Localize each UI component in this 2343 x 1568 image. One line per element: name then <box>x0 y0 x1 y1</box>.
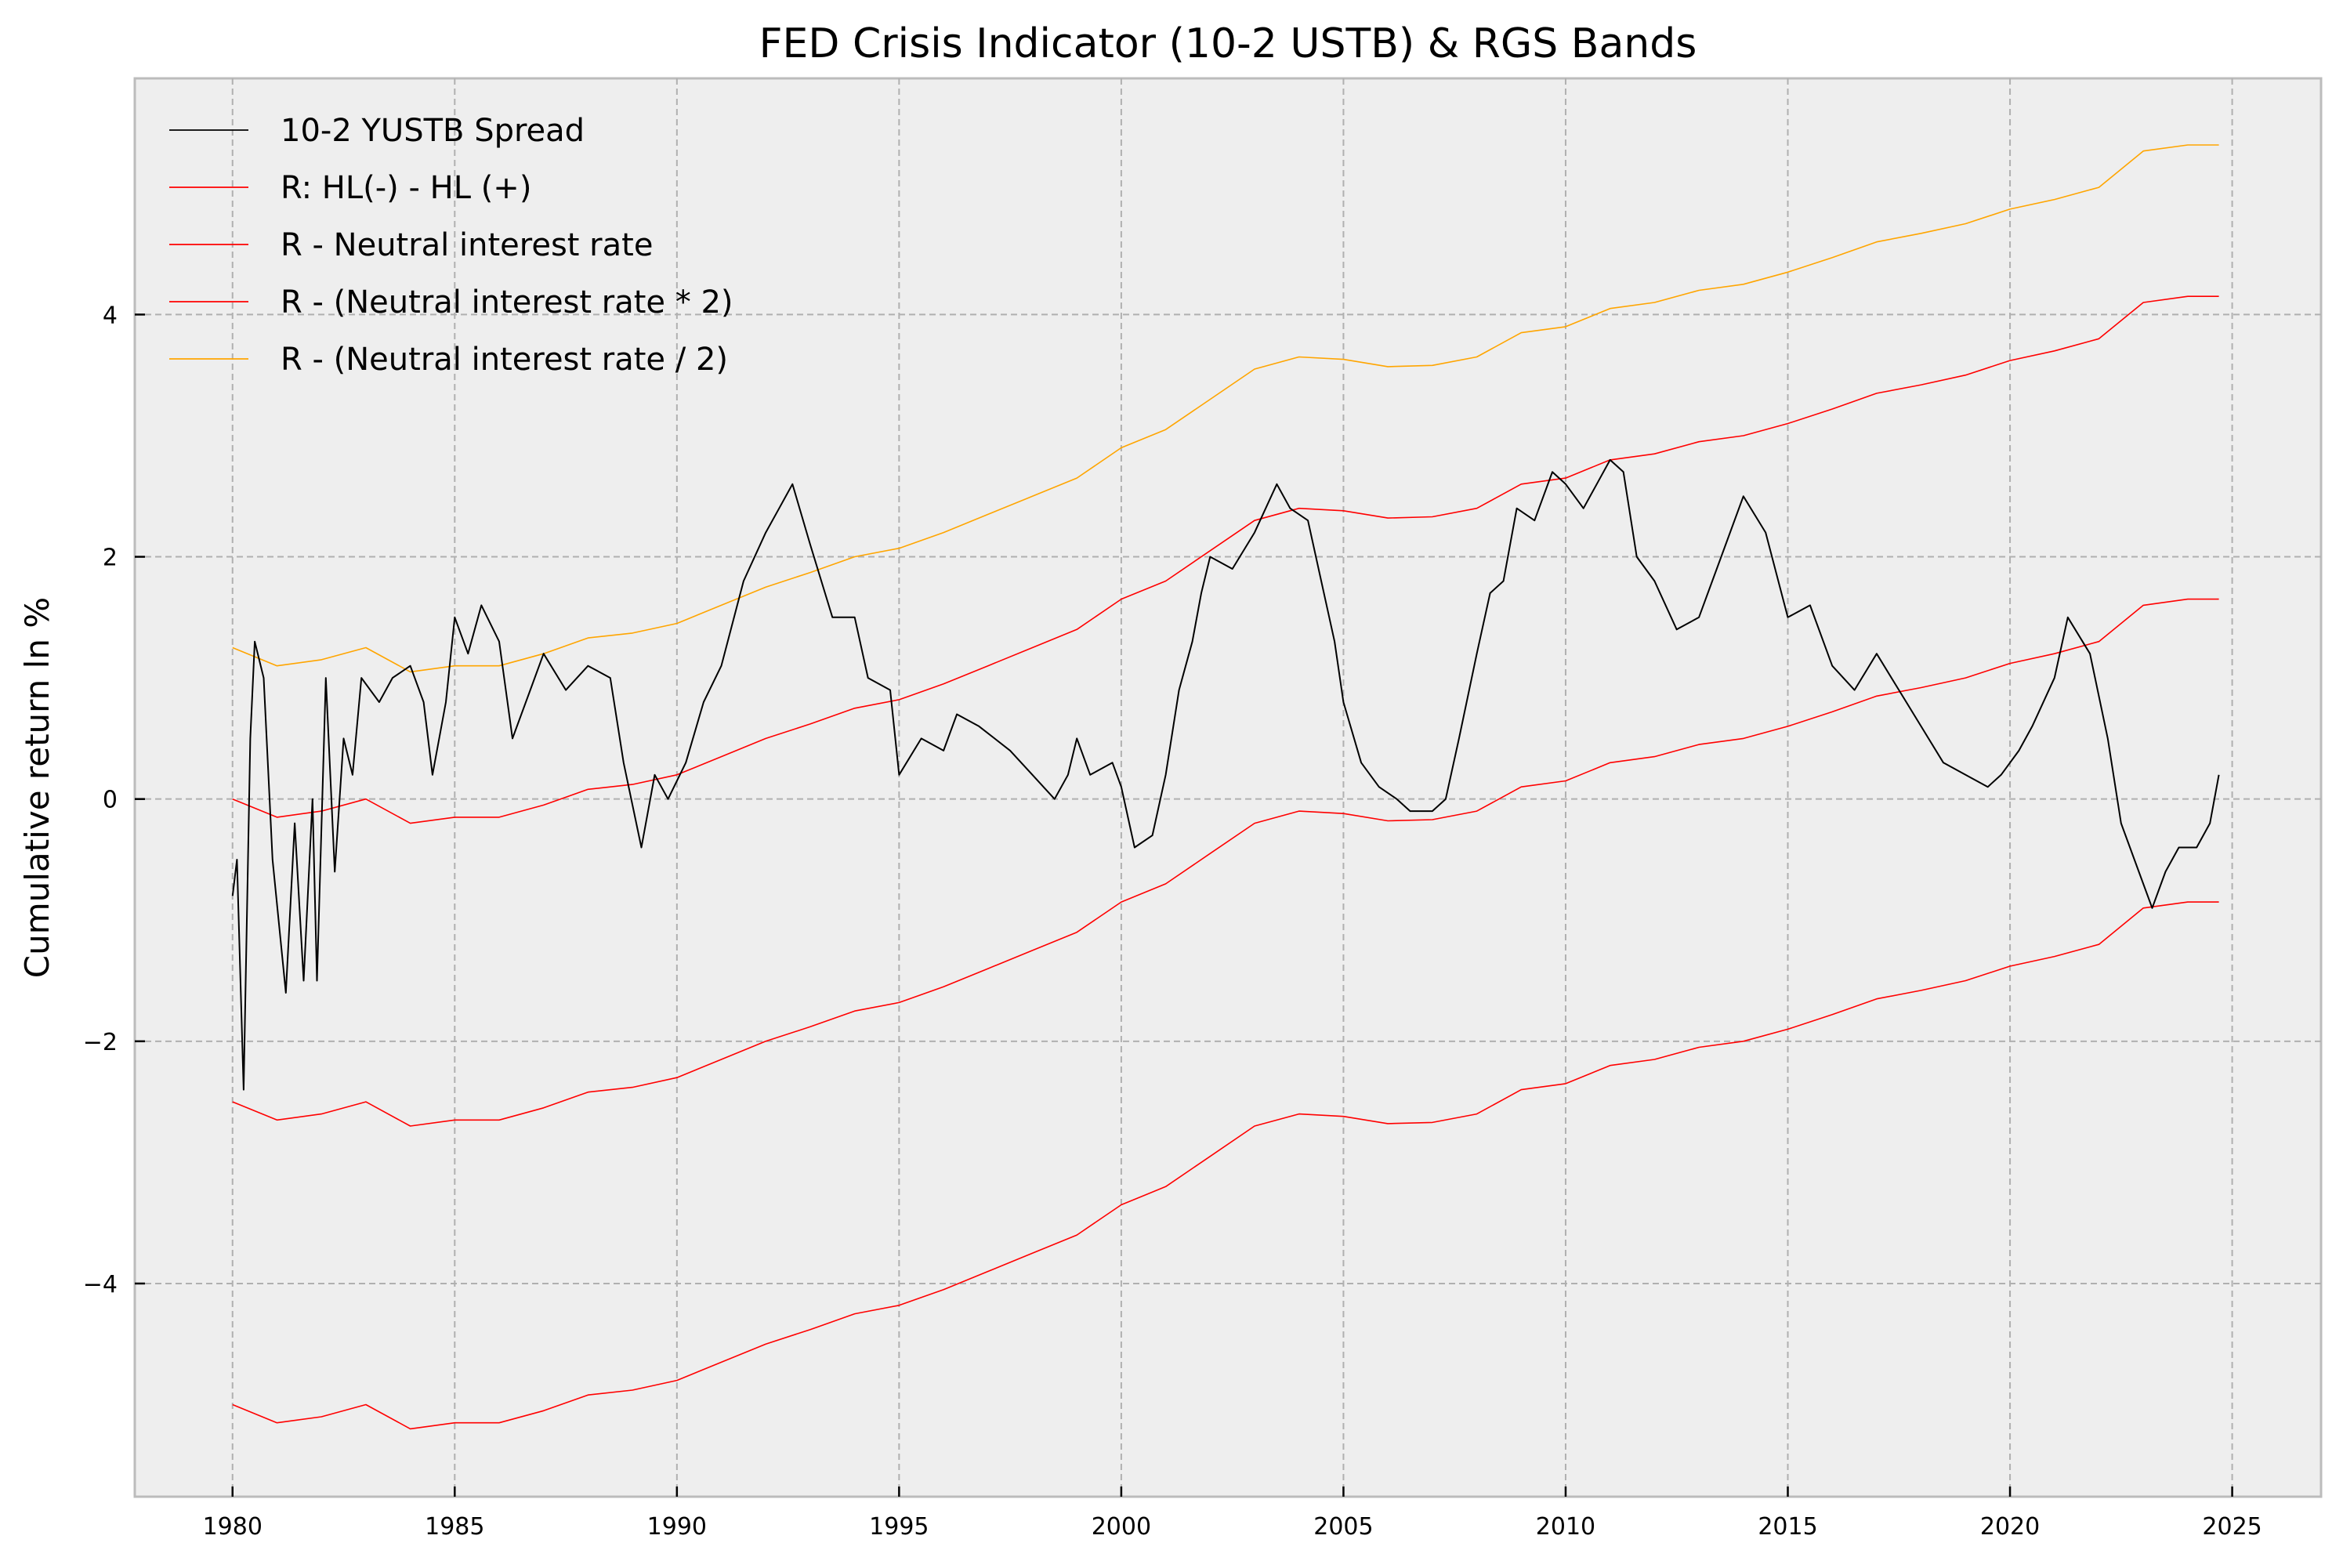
axis-ticks: 1980 1985 1990 1995 2000 2005 2010 2015 2020 2025… <box>83 302 2262 1541</box>
y-tick-label: 4 <box>103 302 118 329</box>
x-tick-label: 2010 <box>1536 1513 1595 1541</box>
legend-label: 10-2 YUSTB Spread <box>281 113 585 149</box>
x-tick-label: 2015 <box>1758 1513 1817 1541</box>
series-line-2 <box>232 295 2219 824</box>
series-lines <box>231 144 2220 1430</box>
x-tick-label: 1990 <box>647 1513 707 1541</box>
grid <box>135 78 2321 1497</box>
series-line-0 <box>231 458 2220 1091</box>
y-tick-label: −2 <box>83 1029 118 1056</box>
x-tick-label: 1980 <box>203 1513 263 1541</box>
legend-label: R - (Neutral interest rate * 2) <box>281 284 733 320</box>
series-line-1 <box>232 901 2219 1430</box>
x-tick-label: 2025 <box>2202 1513 2262 1541</box>
y-tick-label: 0 <box>103 787 118 814</box>
x-tick-label: 1995 <box>869 1513 929 1541</box>
legend: 10-2 YUSTB Spread R: HL(-) - HL (+) R - Ne… <box>169 113 733 378</box>
x-tick-label: 2000 <box>1092 1513 1151 1541</box>
x-tick-label: 2005 <box>1313 1513 1373 1541</box>
x-tick-label: 2020 <box>1980 1513 2040 1541</box>
chart-title: FED Crisis Indicator (10-2 USTB) & RGS B… <box>759 20 1697 67</box>
legend-label: R: HL(-) - HL (+) <box>281 170 531 206</box>
series-line-4 <box>232 144 2219 673</box>
y-axis-label: Cumulative return ln % <box>18 597 56 978</box>
series-line-3 <box>232 598 2219 1127</box>
x-tick-label: 1985 <box>425 1513 484 1541</box>
legend-label: R - (Neutral interest rate / 2) <box>281 342 728 378</box>
y-tick-label: 2 <box>103 545 118 572</box>
legend-label: R - Neutral interest rate <box>281 227 653 263</box>
y-tick-label: −4 <box>83 1271 118 1298</box>
